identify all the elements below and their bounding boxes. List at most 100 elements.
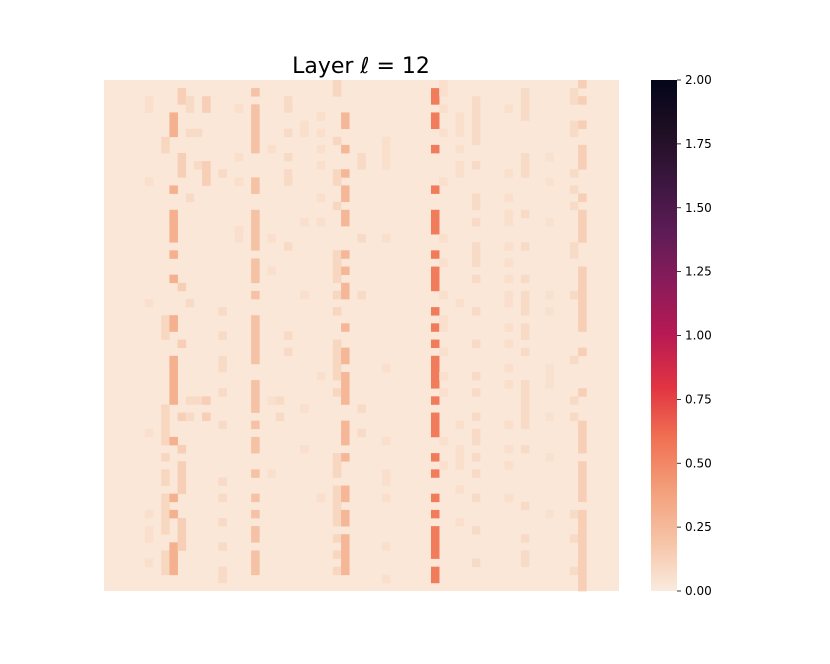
heatmap-cell (283, 331, 293, 340)
heatmap-cell (169, 493, 178, 503)
heatmap-cell (144, 558, 154, 568)
heatmap-cell (251, 347, 260, 357)
heatmap-cell (185, 96, 195, 105)
heatmap-cell (177, 169, 187, 178)
heatmap-cell (578, 80, 587, 89)
heatmap-cell (578, 420, 587, 430)
heatmap-cell (332, 266, 342, 276)
heatmap-cell (332, 493, 342, 503)
colorbar-tick-label: 1.25 (685, 265, 712, 279)
heatmap-cell (169, 250, 178, 259)
heatmap-cell (341, 550, 350, 559)
heatmap-cell (578, 144, 587, 154)
heatmap-cell (520, 242, 530, 251)
heatmap-cell (332, 509, 342, 519)
heatmap-cell (381, 477, 391, 486)
heatmap-cell (520, 112, 530, 121)
heatmap-cell (341, 290, 350, 300)
heatmap-cell (439, 436, 448, 446)
heatmap-cell (520, 396, 530, 405)
heatmap-cell (578, 542, 587, 551)
heatmap-cell (267, 266, 277, 276)
heatmap-cell (569, 290, 579, 300)
heatmap-cell (471, 161, 481, 170)
heatmap-cell (439, 234, 448, 243)
heatmap-cell (578, 534, 587, 543)
heatmap-cell (504, 493, 514, 503)
heatmap-cell (578, 209, 587, 219)
heatmap-cell (202, 169, 211, 178)
heatmap-cell (455, 120, 465, 130)
heatmap-cell (578, 428, 587, 438)
heatmap-cell (520, 96, 530, 105)
colorbar-gradient (651, 80, 677, 591)
heatmap-cell (332, 453, 342, 462)
heatmap-cell (578, 582, 587, 592)
heatmap-cell (545, 380, 554, 389)
heatmap-cell (185, 299, 195, 308)
heatmap-cell (504, 242, 514, 251)
heatmap-cell (545, 453, 554, 462)
heatmap-cell (144, 534, 154, 543)
heatmap-cell (439, 461, 448, 470)
colorbar-tick-label: 2.00 (685, 73, 712, 87)
heatmap-cell (439, 258, 448, 267)
colorbar-ticks: 0.00 0.25 0.50 0.75 1.00 1.25 1.50 1.75 2.00 (677, 73, 712, 598)
heatmap-cell (504, 274, 514, 284)
heatmap-cell (578, 153, 587, 162)
heatmap-cell (177, 96, 187, 105)
heatmap-cell (439, 347, 448, 357)
heatmap-cell (520, 323, 530, 332)
heatmap-cell (455, 112, 465, 121)
heatmap-cell (471, 428, 481, 438)
heatmap-cell (471, 307, 481, 316)
heatmap-cell (439, 372, 448, 381)
heatmap-cell (381, 574, 391, 584)
heatmap-cell (251, 136, 260, 146)
heatmap-cell (316, 161, 326, 170)
heatmap-cell (439, 290, 448, 300)
heatmap-cell (169, 542, 178, 551)
heatmap-cell (504, 380, 514, 389)
heatmap-cell (341, 558, 350, 568)
heatmap-cell (520, 274, 530, 284)
heatmap-cell (504, 323, 514, 332)
heatmap-cell (520, 88, 530, 97)
heatmap-cell (332, 469, 342, 478)
heatmap-cell (341, 388, 350, 397)
heatmap-cell (332, 250, 342, 259)
heatmap-cell (430, 509, 440, 519)
heatmap-cell (341, 266, 350, 276)
heatmap-cell (300, 128, 309, 138)
heatmap-cell (161, 493, 170, 503)
heatmap-cell (578, 290, 587, 300)
heatmap-cell (144, 104, 154, 113)
heatmap-cell (357, 428, 366, 438)
heatmap-cell (185, 396, 195, 405)
heatmap-cell (381, 542, 391, 551)
heatmap-cell (177, 485, 187, 495)
heatmap-cell (251, 226, 260, 235)
heatmap-cell (161, 501, 170, 511)
heatmap-cell (381, 136, 391, 146)
heatmap-cell (169, 509, 178, 519)
heatmap-cell (234, 177, 244, 186)
heatmap-cell (504, 339, 514, 349)
heatmap-cell (332, 518, 342, 527)
heatmap-cell (430, 574, 440, 584)
chart-title: Layer ℓ = 12 (292, 54, 430, 79)
heatmap-cell (332, 177, 342, 186)
heatmap-cell (439, 128, 448, 138)
heatmap-cell (251, 177, 260, 186)
heatmap-cell (504, 209, 514, 219)
heatmap-cell (430, 250, 440, 259)
heatmap-cell (520, 445, 530, 454)
heatmap-cell (332, 550, 342, 559)
heatmap-cell (569, 96, 579, 105)
heatmap-cell (430, 226, 440, 235)
heatmap-cell (578, 485, 587, 495)
heatmap-cell (161, 477, 170, 486)
heatmap-cell (520, 153, 530, 162)
heatmap-cell (341, 250, 350, 259)
heatmap-cell (569, 185, 579, 194)
